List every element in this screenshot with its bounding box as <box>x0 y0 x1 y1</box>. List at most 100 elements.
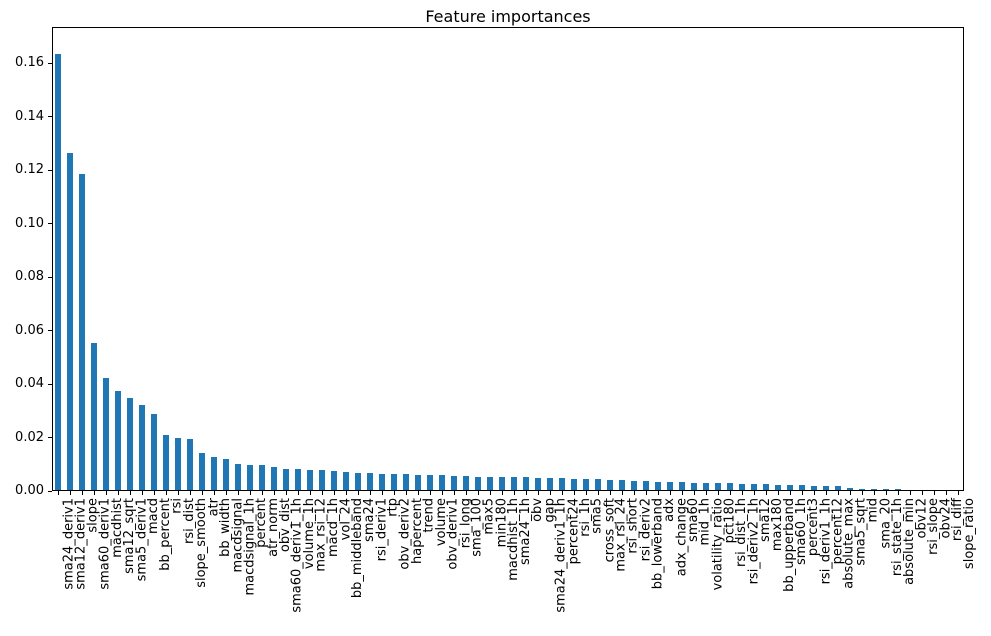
x-tick-mark <box>225 491 227 495</box>
bar <box>486 477 494 490</box>
x-tick-mark <box>837 491 839 495</box>
y-tick-mark <box>48 116 52 118</box>
bar <box>126 398 134 490</box>
bar <box>270 467 278 490</box>
bar <box>402 474 410 490</box>
bar <box>678 482 686 490</box>
x-tick-mark <box>81 491 83 495</box>
x-tick-mark <box>537 491 539 495</box>
bar <box>54 54 62 490</box>
bar <box>594 479 602 490</box>
bar <box>810 486 818 490</box>
x-tick-mark <box>93 491 95 495</box>
bar <box>174 438 182 490</box>
y-tick-label: 0.16 <box>15 55 44 71</box>
x-tick-mark <box>393 491 395 495</box>
x-tick-mark <box>345 491 347 495</box>
x-tick-mark <box>525 491 527 495</box>
bar <box>834 486 842 490</box>
y-tick-label: 0.06 <box>15 322 44 338</box>
y-tick-mark <box>48 330 52 332</box>
bar <box>330 471 338 490</box>
bar <box>534 478 542 490</box>
x-tick-mark <box>141 491 143 495</box>
x-tick-mark <box>825 491 827 495</box>
x-tick-mark <box>417 491 419 495</box>
x-tick-mark <box>681 491 683 495</box>
x-tick-mark <box>573 491 575 495</box>
bar <box>210 457 218 490</box>
y-tick-label: 0.04 <box>15 376 44 392</box>
x-tick-mark <box>741 491 743 495</box>
bar <box>186 439 194 490</box>
y-tick-mark <box>48 490 52 492</box>
x-tick-mark <box>597 491 599 495</box>
x-tick-mark <box>813 491 815 495</box>
bar <box>318 470 326 490</box>
bar <box>606 480 614 490</box>
x-tick-mark <box>285 491 287 495</box>
y-tick-mark <box>48 383 52 385</box>
bar <box>390 474 398 490</box>
x-tick-mark <box>669 491 671 495</box>
bar <box>234 464 242 490</box>
x-tick-mark <box>165 491 167 495</box>
x-tick-mark <box>297 491 299 495</box>
bar <box>582 479 590 490</box>
bar <box>138 405 146 490</box>
bar <box>630 481 638 490</box>
bar <box>510 477 518 490</box>
y-tick-label: 0.08 <box>15 269 44 285</box>
bar <box>354 473 362 490</box>
bar <box>450 476 458 490</box>
x-tick-mark <box>945 491 947 495</box>
y-tick-label: 0.10 <box>15 215 44 231</box>
bar <box>114 391 122 490</box>
bar <box>66 153 74 490</box>
y-tick-mark <box>48 223 52 225</box>
bar <box>474 477 482 490</box>
bar <box>702 483 710 490</box>
y-tick-label: 0.02 <box>15 429 44 445</box>
bar <box>654 482 662 490</box>
x-tick-mark <box>321 491 323 495</box>
bar <box>738 484 746 490</box>
bar <box>618 480 626 490</box>
bar <box>822 486 830 490</box>
x-tick-mark <box>561 491 563 495</box>
bar <box>714 483 722 490</box>
bar <box>498 477 506 490</box>
x-tick-mark <box>849 491 851 495</box>
y-tick-mark <box>48 62 52 64</box>
x-tick-mark <box>765 491 767 495</box>
bar <box>762 484 770 490</box>
bar <box>882 489 890 490</box>
bar <box>570 479 578 490</box>
x-tick-mark <box>693 491 695 495</box>
x-tick-mark <box>645 491 647 495</box>
x-tick-mark <box>129 491 131 495</box>
bar <box>246 465 254 490</box>
x-tick-mark <box>333 491 335 495</box>
y-tick-label: 0.12 <box>15 162 44 178</box>
plot-area <box>52 27 964 491</box>
x-tick-mark <box>909 491 911 495</box>
y-tick-label: 0.14 <box>15 108 44 124</box>
bar <box>366 473 374 490</box>
x-tick-mark <box>357 491 359 495</box>
bar <box>666 482 674 490</box>
x-tick-mark <box>621 491 623 495</box>
x-tick-mark <box>249 491 251 495</box>
y-tick-label: 0.00 <box>15 483 44 498</box>
x-tick-mark <box>201 491 203 495</box>
bar <box>462 476 470 490</box>
x-tick-mark <box>465 491 467 495</box>
x-tick-mark <box>861 491 863 495</box>
x-tick-mark <box>261 491 263 495</box>
x-tick-mark <box>705 491 707 495</box>
x-tick-mark <box>153 491 155 495</box>
x-tick-mark <box>189 491 191 495</box>
bar <box>414 475 422 490</box>
bar <box>726 483 734 490</box>
